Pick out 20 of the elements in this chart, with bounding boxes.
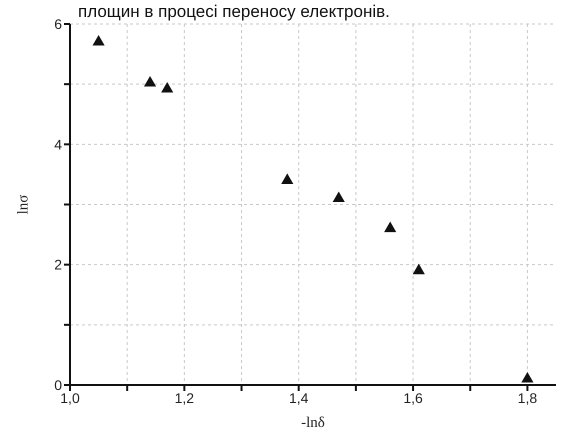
x-tick-label: 1,0	[60, 390, 80, 406]
text: площин в процесі переносу електронів.	[78, 2, 390, 22]
point	[281, 173, 294, 184]
point	[521, 372, 534, 382]
point	[384, 222, 396, 232]
y-tick-label: 6	[54, 16, 62, 32]
point	[412, 264, 425, 274]
point	[144, 76, 156, 86]
y-tick-label: 2	[54, 256, 62, 273]
x-tick-label: 1,6	[403, 390, 423, 406]
point	[92, 35, 105, 46]
y-tick-label: 4	[54, 136, 62, 152]
x-tick-label: 1,2	[174, 390, 194, 406]
point	[161, 82, 174, 92]
x-axis-title: -lnδ	[301, 415, 325, 431]
y-axis-title: lnσ	[15, 194, 32, 214]
point	[332, 191, 345, 202]
x-tick-label: 1,4	[288, 390, 309, 406]
y-tick-label: 0	[54, 376, 62, 393]
x-tick-label: 1,8	[518, 390, 538, 406]
